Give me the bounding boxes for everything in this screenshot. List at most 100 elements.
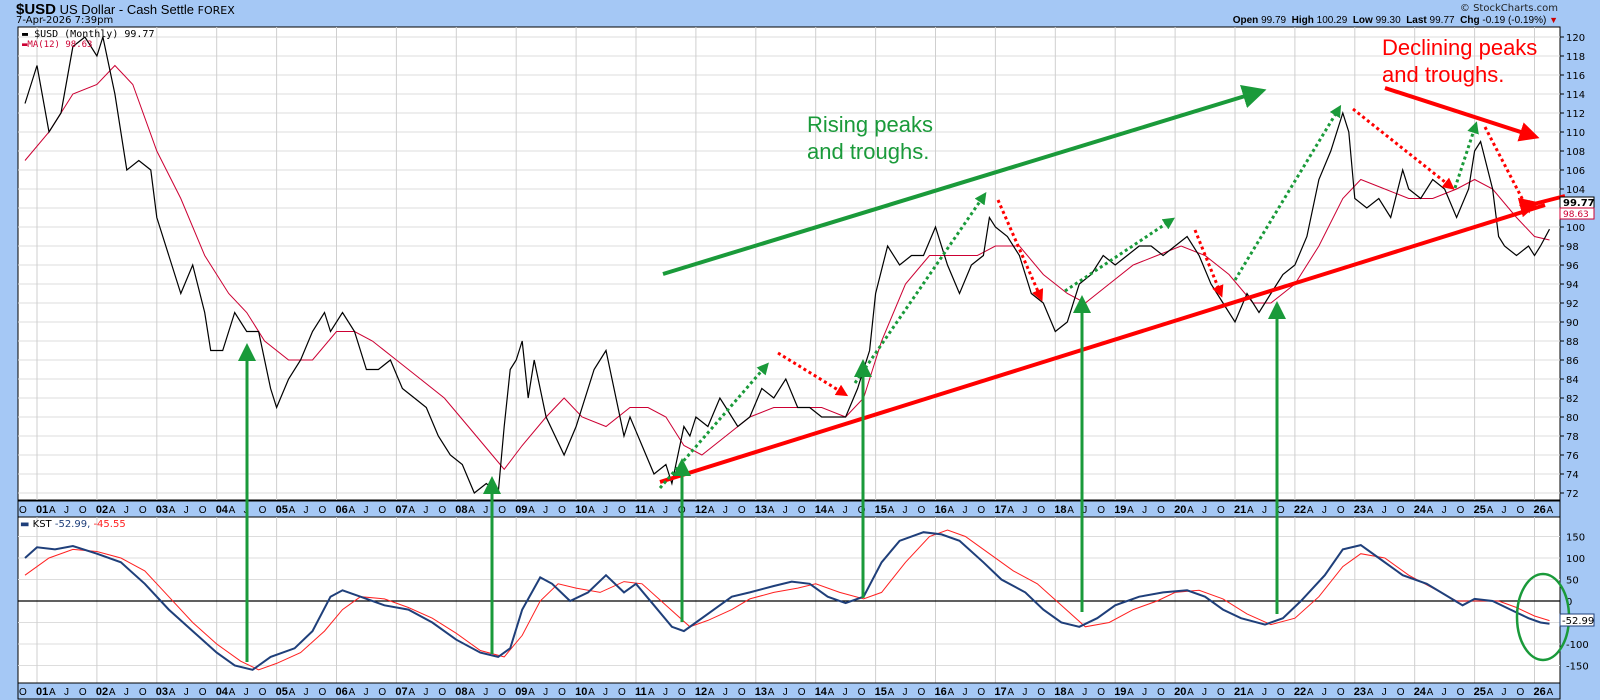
svg-text:J: J: [1082, 687, 1087, 698]
svg-text:O: O: [558, 505, 566, 516]
svg-text:J: J: [304, 687, 309, 698]
svg-text:08: 08: [455, 686, 467, 698]
svg-text:25: 25: [1474, 504, 1486, 516]
last-price-tag-text: 99.77: [1563, 198, 1595, 209]
svg-text:12: 12: [695, 686, 707, 698]
svg-text:A: A: [1187, 687, 1194, 698]
rising-annotation-line1: Rising peaks: [807, 112, 933, 137]
svg-text:01: 01: [36, 504, 48, 516]
svg-text:A: A: [49, 505, 56, 516]
svg-text:O: O: [139, 505, 147, 516]
svg-text:J: J: [1022, 687, 1027, 698]
legend-price-swatch: ▬: [22, 29, 29, 40]
svg-text:A: A: [708, 505, 715, 516]
svg-text:20: 20: [1174, 686, 1186, 698]
svg-text:O: O: [378, 687, 386, 698]
kst-tag-text: -52.99: [1562, 616, 1594, 627]
svg-text:O: O: [1457, 687, 1465, 698]
svg-text:06: 06: [336, 504, 348, 516]
legend-kst-value: -52.99,: [54, 519, 91, 530]
svg-text:A: A: [648, 687, 655, 698]
svg-text:J: J: [1442, 687, 1447, 698]
svg-text:108: 108: [1566, 147, 1585, 158]
svg-text:A: A: [109, 687, 116, 698]
dotted-down-arrow-3: [1193, 229, 1224, 298]
svg-text:05: 05: [276, 686, 288, 698]
svg-text:J: J: [363, 687, 368, 698]
declining-trend-arrow: [1384, 86, 1540, 142]
x-axis-labels-bottom: 01 A J O 02 A J O 03 A J O 04 A J O 05 A J O 06 A J O 07 A J O 08 A J O…: [19, 686, 1553, 698]
svg-text:J: J: [1502, 505, 1507, 516]
svg-text:O: O: [1277, 505, 1285, 516]
svg-text:J: J: [423, 505, 428, 516]
svg-text:O: O: [618, 687, 626, 698]
svg-text:A: A: [348, 505, 355, 516]
svg-text:O: O: [858, 687, 866, 698]
declining-annotation: Declining peaks and troughs.: [1382, 34, 1537, 88]
svg-text:J: J: [244, 687, 249, 698]
svg-text:12: 12: [695, 504, 707, 516]
declining-annotation-line1: Declining peaks: [1382, 35, 1538, 60]
kst-tag: [1559, 613, 1595, 627]
svg-text:J: J: [1262, 687, 1267, 698]
svg-text:J: J: [1082, 505, 1087, 516]
svg-text:O: O: [199, 505, 207, 516]
svg-text:J: J: [1202, 505, 1207, 516]
svg-text:J: J: [184, 505, 189, 516]
svg-text:16: 16: [935, 686, 947, 698]
svg-text:76: 76: [1566, 451, 1579, 462]
svg-text:02: 02: [96, 686, 108, 698]
svg-text:O: O: [19, 687, 27, 698]
svg-text:-100: -100: [1566, 640, 1589, 651]
svg-text:O: O: [19, 505, 27, 516]
high-value: 100.29: [1316, 15, 1348, 26]
svg-text:J: J: [783, 505, 788, 516]
svg-text:21: 21: [1234, 686, 1246, 698]
svg-text:23: 23: [1354, 504, 1366, 516]
svg-text:A: A: [229, 505, 236, 516]
svg-text:J: J: [1382, 687, 1387, 698]
ma-tag: [1559, 207, 1595, 220]
symbol: $USD: [16, 1, 57, 18]
legend-kst: ▬ KST -52.99, -45.55: [20, 519, 126, 530]
svg-text:18: 18: [1054, 686, 1066, 698]
last-label: Last: [1406, 15, 1427, 26]
svg-text:17: 17: [994, 686, 1006, 698]
svg-text:J: J: [603, 505, 608, 516]
svg-text:O: O: [738, 687, 746, 698]
low-value: 99.30: [1375, 15, 1401, 26]
svg-text:J: J: [304, 505, 309, 516]
price-grid: [18, 27, 1560, 500]
svg-text:08: 08: [455, 504, 467, 516]
price-value-tags: 99.77 98.63 -52.99: [1559, 196, 1595, 627]
svg-text:A: A: [1067, 505, 1074, 516]
svg-text:O: O: [498, 687, 506, 698]
kst-panel: [17, 516, 1561, 684]
svg-text:O: O: [738, 505, 746, 516]
svg-text:A: A: [1307, 505, 1314, 516]
price-line: [24, 34, 1551, 495]
high-label: High: [1291, 15, 1314, 26]
svg-text:O: O: [1217, 505, 1225, 516]
svg-text:O: O: [1457, 505, 1465, 516]
svg-text:26: 26: [1534, 686, 1546, 698]
svg-text:J: J: [903, 505, 908, 516]
svg-text:94: 94: [1566, 280, 1579, 291]
svg-text:A: A: [1007, 505, 1014, 516]
svg-text:J: J: [124, 687, 129, 698]
svg-text:14: 14: [815, 504, 828, 516]
svg-text:92: 92: [1566, 299, 1579, 310]
svg-text:10: 10: [575, 686, 587, 698]
svg-text:J: J: [843, 687, 848, 698]
svg-text:05: 05: [276, 504, 288, 516]
svg-text:A: A: [1427, 505, 1434, 516]
svg-text:100: 100: [1566, 223, 1585, 234]
svg-text:A: A: [947, 687, 954, 698]
svg-text:86: 86: [1566, 356, 1579, 367]
svg-text:O: O: [319, 505, 327, 516]
svg-text:96: 96: [1566, 261, 1579, 272]
copyright: © StockCharts.com: [1459, 3, 1558, 14]
svg-text:J: J: [783, 687, 788, 698]
svg-text:O: O: [918, 687, 926, 698]
svg-text:104: 104: [1566, 185, 1585, 196]
